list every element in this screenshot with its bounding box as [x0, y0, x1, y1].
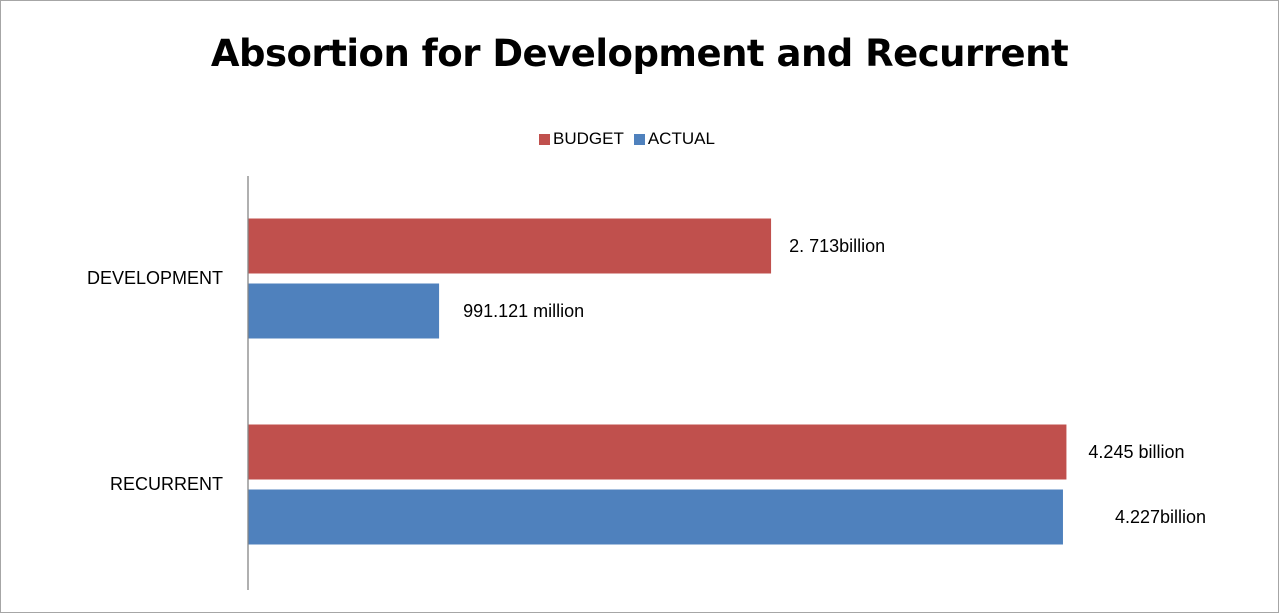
data-label-actual-development: 991.121 million	[463, 301, 584, 321]
data-label-actual-recurrent: 4.227billion	[1115, 507, 1206, 527]
legend-label-budget: BUDGET	[553, 129, 624, 148]
chart-legend: BUDGET ACTUAL	[539, 129, 725, 149]
bar-budget-recurrent	[248, 424, 1067, 480]
category-label-development: DEVELOPMENT	[87, 268, 223, 288]
chart-title: Absortion for Development and Recurrent	[210, 32, 1069, 75]
legend-swatch-actual	[633, 133, 645, 145]
legend-swatch-budget	[539, 133, 550, 145]
legend-item-budget: BUDGET	[539, 129, 624, 149]
data-label-budget-development: 2. 713billion	[789, 236, 885, 256]
category-label-recurrent: RECURRENT	[110, 474, 223, 494]
bar-budget-development	[248, 218, 772, 274]
bar-actual-development	[248, 283, 440, 339]
legend-item-actual: ACTUAL	[633, 129, 715, 149]
bar-actual-recurrent	[248, 489, 1063, 545]
legend-label-actual: ACTUAL	[647, 129, 715, 148]
data-label-budget-recurrent: 4.245 billion	[1088, 442, 1184, 462]
